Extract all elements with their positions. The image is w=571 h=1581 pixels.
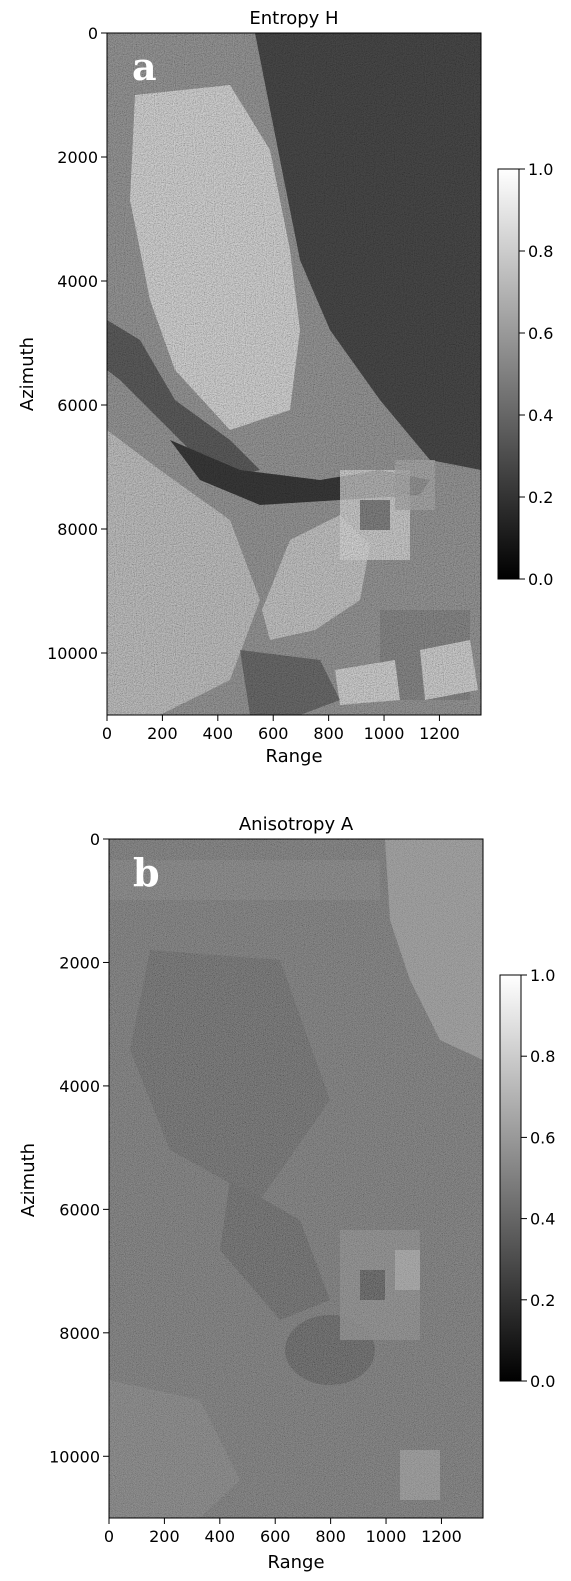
panel-b-colorbar-tick-label: 0.8 xyxy=(530,1047,555,1066)
panel-a-letter: a xyxy=(132,44,157,89)
panel-a-x-tick-label: 200 xyxy=(147,724,178,743)
panel-b-x-tick-label: 1200 xyxy=(421,1527,462,1546)
panel-a-colorbar-ticks: 0.0 0.2 0.4 0.6 0.8 1.0 xyxy=(519,160,553,589)
panel-a-x-tick-label: 600 xyxy=(258,724,289,743)
panel-b-colorbar-tick-label: 0.4 xyxy=(530,1210,555,1229)
panel-a-y-ticks: 0 2000 4000 6000 8000 10000 xyxy=(47,24,107,663)
panel-a-y-tick-label: 4000 xyxy=(57,272,98,291)
panel-b-y-tick-label: 0 xyxy=(90,830,100,849)
panel-a-y-tick-label: 8000 xyxy=(57,520,98,539)
panel-b-colorbar xyxy=(500,975,521,1381)
panel-a-xlabel: Range xyxy=(265,746,322,767)
entropy-panel: Entropy H xyxy=(17,8,553,767)
panel-b-x-tick-label: 0 xyxy=(104,1527,114,1546)
panel-b-ylabel: Azimuth xyxy=(18,1143,39,1217)
panel-a-x-tick-label: 0 xyxy=(102,724,112,743)
panel-a-colorbar xyxy=(498,169,519,579)
panel-a-y-tick-label: 10000 xyxy=(47,644,98,663)
panel-b-letter: b xyxy=(133,850,160,895)
panel-a-colorbar-tick-label: 1.0 xyxy=(528,160,553,179)
panel-a-colorbar-tick-label: 0.2 xyxy=(528,488,553,507)
entropy-image xyxy=(107,33,481,715)
panel-a-colorbar-tick-label: 0.4 xyxy=(528,406,553,425)
anisotropy-image xyxy=(109,839,483,1518)
panel-b-colorbar-tick-label: 0.6 xyxy=(530,1128,555,1147)
panel-b-y-tick-label: 2000 xyxy=(59,953,100,972)
panel-b-x-tick-label: 600 xyxy=(260,1527,291,1546)
anisotropy-panel: Anisotropy A b 0 200 400 600 800 1000 1200 0 20… xyxy=(18,814,555,1573)
panel-b-colorbar-ticks: 0.0 0.2 0.4 0.6 0.8 1.0 xyxy=(521,966,555,1391)
panel-a-y-tick-label: 0 xyxy=(88,24,98,43)
panel-b-x-tick-label: 200 xyxy=(149,1527,180,1546)
panel-a-colorbar-tick-label: 0.6 xyxy=(528,324,553,343)
panel-a-y-tick-label: 2000 xyxy=(57,148,98,167)
panel-a-x-tick-label: 1200 xyxy=(419,724,460,743)
panel-b-y-ticks: 0 2000 4000 6000 8000 10000 xyxy=(49,830,109,1466)
panel-b-colorbar-tick-label: 1.0 xyxy=(530,966,555,985)
panel-b-x-tick-label: 800 xyxy=(315,1527,346,1546)
panel-b-y-tick-label: 10000 xyxy=(49,1447,100,1466)
panel-a-x-tick-label: 1000 xyxy=(364,724,405,743)
panel-b-colorbar-tick-label: 0.2 xyxy=(530,1291,555,1310)
panel-b-x-tick-label: 400 xyxy=(205,1527,236,1546)
panel-b-colorbar-tick-label: 0.0 xyxy=(530,1372,555,1391)
panel-a-x-tick-label: 800 xyxy=(313,724,344,743)
panel-a-colorbar-tick-label: 0.0 xyxy=(528,570,553,589)
panel-b-y-tick-label: 4000 xyxy=(59,1077,100,1096)
panel-a-y-tick-label: 6000 xyxy=(57,396,98,415)
panel-b-title: Anisotropy A xyxy=(239,814,354,835)
panel-a-title: Entropy H xyxy=(249,8,338,29)
panel-a-colorbar-tick-label: 0.8 xyxy=(528,242,553,261)
panel-b-x-tick-label: 1000 xyxy=(366,1527,407,1546)
panel-a-x-tick-label: 400 xyxy=(203,724,234,743)
panel-a-x-ticks: 0 200 400 600 800 1000 1200 xyxy=(102,715,460,743)
panel-b-y-tick-label: 6000 xyxy=(59,1200,100,1219)
panel-a-ylabel: Azimuth xyxy=(17,337,38,411)
panel-b-x-ticks: 0 200 400 600 800 1000 1200 xyxy=(104,1518,462,1546)
panel-b-xlabel: Range xyxy=(267,1552,324,1573)
panel-b-y-tick-label: 8000 xyxy=(59,1324,100,1343)
